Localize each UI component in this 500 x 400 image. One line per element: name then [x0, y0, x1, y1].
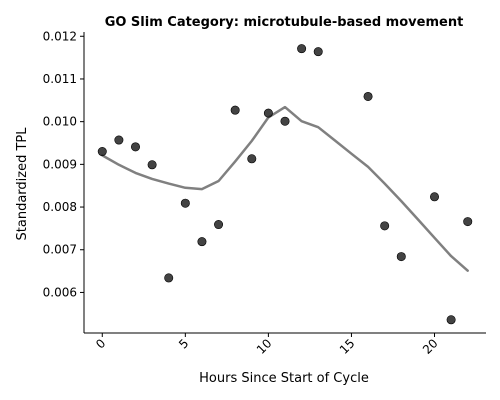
x-tick-label: 20: [420, 336, 441, 357]
data-point: [313, 47, 323, 57]
data-point: [230, 105, 240, 115]
data-point: [247, 154, 257, 164]
data-point: [463, 217, 473, 227]
y-tick-label: 0.007: [43, 243, 77, 257]
data-point: [114, 135, 124, 145]
data-point: [396, 252, 406, 262]
chart-title: GO Slim Category: microtubule-based move…: [105, 15, 464, 30]
data-point: [380, 221, 390, 231]
x-axis-label: Hours Since Start of Cycle: [199, 371, 369, 386]
x-tick-label: 5: [176, 336, 191, 351]
data-point: [214, 220, 224, 230]
data-point: [363, 91, 373, 101]
point-series: [97, 44, 473, 325]
data-point: [97, 147, 107, 157]
data-point: [280, 116, 290, 126]
data-point: [164, 273, 174, 283]
y-tick-label: 0.010: [43, 115, 77, 129]
x-tick-label: 10: [254, 336, 275, 357]
data-point: [430, 192, 440, 202]
data-point: [180, 198, 190, 208]
data-point: [297, 44, 307, 54]
data-point: [147, 160, 157, 170]
y-tick-label: 0.011: [43, 72, 77, 86]
x-axis: 0 5 10 15 20: [84, 332, 486, 357]
y-tick-label: 0.012: [43, 29, 77, 43]
data-point: [130, 142, 140, 152]
y-axis: 0.006 0.007 0.008 0.009 0.010 0.011 0.012: [43, 29, 85, 333]
data-point: [446, 315, 456, 325]
data-point: [197, 237, 207, 247]
y-tick-label: 0.006: [43, 285, 77, 299]
trend-series: [101, 105, 469, 272]
x-tick-label: 0: [93, 336, 108, 351]
y-axis-label: Standardized TPL: [15, 127, 30, 241]
y-tick-label: 0.008: [43, 200, 77, 214]
data-point: [263, 108, 273, 118]
x-tick-label: 15: [337, 336, 358, 357]
y-tick-label: 0.009: [43, 157, 77, 171]
trend-line: [101, 105, 469, 272]
